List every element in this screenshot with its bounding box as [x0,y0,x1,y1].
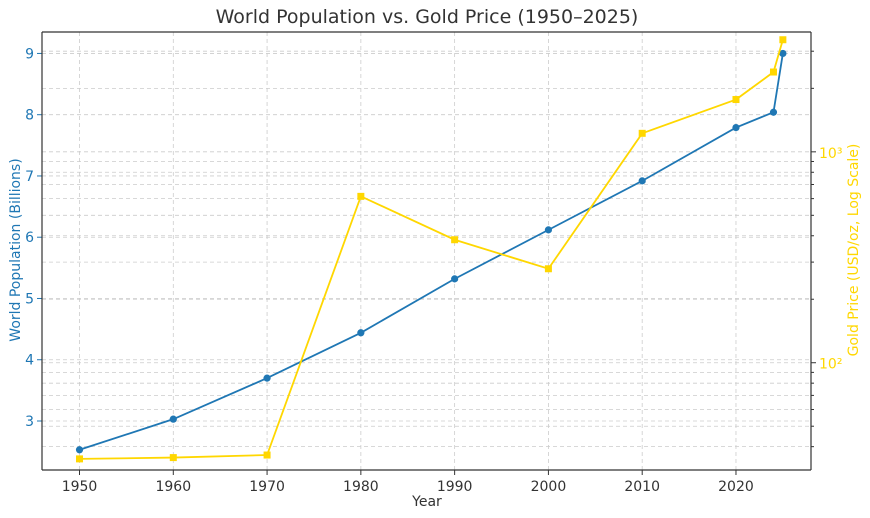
series-line [79,53,784,451]
population-point [357,329,365,337]
gold-price-point [638,129,646,137]
gold-price-point [769,68,777,76]
gold-price-point [76,455,84,463]
series-line [79,39,784,460]
right-tick-label: 10³ [819,146,842,162]
gold-price-point [732,96,740,104]
x-tick-label: 2000 [531,479,567,495]
gold-price-point [357,192,365,200]
population-point [263,374,271,382]
left-axis-label: World Population (Billions) [8,158,24,341]
left-tick-label: 8 [25,108,34,124]
right-tick-label: 10² [819,357,842,373]
population-series [75,49,787,454]
x-axis-label: Year [411,494,442,510]
x-tick-label: 1970 [249,479,285,495]
x-tick-label: 1980 [343,479,379,495]
population-point [169,415,177,423]
population-point [75,446,84,454]
left-tick-label: 4 [25,353,34,369]
right-axis-label: Gold Price (USD/oz, Log Scale) [846,144,862,357]
left-tick-label: 6 [25,230,34,246]
population-point [732,123,740,132]
left-tick-label: 3 [25,414,34,430]
x-tick-label: 1990 [437,479,473,495]
x-tick-label: 1950 [62,479,98,495]
x-tick-label: 2020 [718,479,754,495]
left-tick-label: 5 [25,291,34,307]
population-point [451,275,459,283]
grid-lines [42,32,811,470]
chart-title: World Population vs. Gold Price (1950–20… [216,6,639,28]
population-point [544,226,553,234]
population-point [769,108,778,116]
x-tick-label: 2010 [624,479,660,495]
axes: 1950 1960 1970 1980 1990 2000 2010 2020 3 4 5 6 7 8 9 1… [25,31,842,495]
population-point [638,177,646,185]
gold-price-point [451,236,459,244]
gold-price-series [76,36,787,463]
gold-price-point [779,36,787,44]
gold-price-point [169,454,177,462]
left-tick-label: 7 [25,169,34,185]
x-tick-label: 1960 [155,479,191,495]
gold-price-point [263,451,271,459]
population-point [779,49,787,58]
left-tick-label: 9 [25,46,34,62]
gold-price-point [544,265,552,273]
